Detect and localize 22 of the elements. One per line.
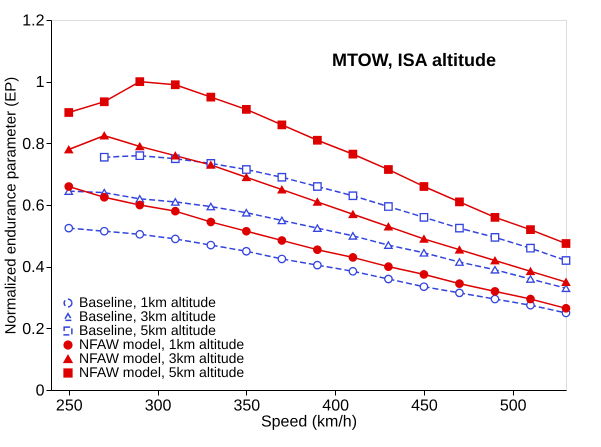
legend-label: NFAW model, 3km altitude	[79, 350, 244, 366]
y-tick-label: 1	[36, 74, 45, 92]
x-tick-label: 400	[322, 398, 350, 414]
annotation: MTOW, ISA altitude	[332, 50, 496, 70]
x-tick-label: 350	[233, 398, 260, 414]
x-tick-label: 300	[144, 398, 172, 414]
y-tick-label: 0.2	[22, 320, 45, 338]
legend-label: Baseline, 1km altitude	[79, 294, 216, 310]
legend-label: Baseline, 3km altitude	[79, 308, 216, 324]
y-axis-title: Normalized endurance parameter (EP)	[2, 76, 20, 334]
legend-label: Baseline, 5km altitude	[79, 322, 216, 338]
y-tick-label: 0.8	[22, 136, 45, 153]
x-tick-label: 250	[56, 398, 83, 414]
legend-label: NFAW model, 5km altitude	[79, 364, 244, 380]
y-tick-label: 1.2	[22, 12, 45, 30]
legend-label: NFAW model, 1km altitude	[79, 336, 244, 352]
y-tick-label: 0.6	[22, 198, 45, 214]
y-tick-label: 0	[36, 382, 45, 400]
x-tick-label: 500	[500, 398, 527, 414]
x-axis-title: Speed (km/h)	[260, 414, 358, 430]
y-tick-label: 0.4	[22, 259, 45, 276]
x-tick-label: 450	[411, 398, 438, 414]
